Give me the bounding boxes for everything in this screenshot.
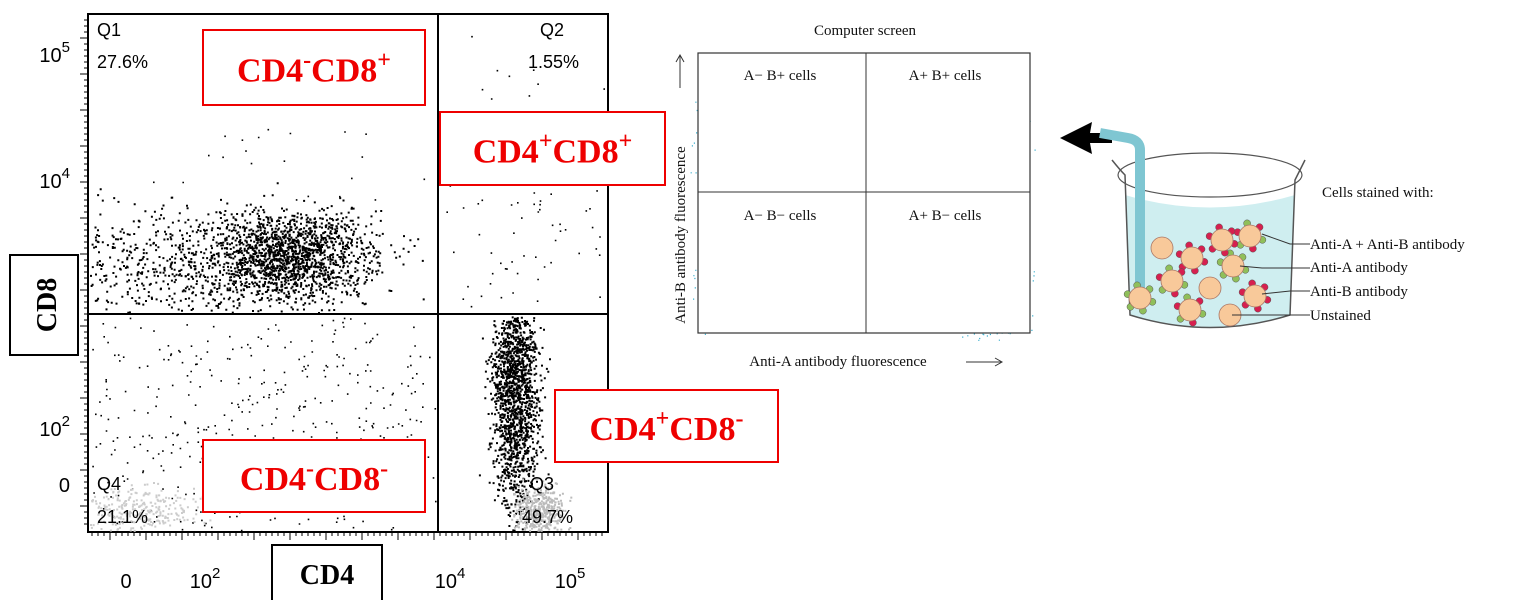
population-box bbox=[202, 29, 426, 106]
cell bbox=[1180, 246, 1204, 270]
tick-exp: 2 bbox=[62, 413, 70, 430]
population-box bbox=[202, 439, 426, 513]
quadrant-name: Q2 bbox=[540, 20, 564, 40]
superscript: - bbox=[735, 406, 743, 432]
label-part: CD4 bbox=[590, 411, 656, 448]
legend-label: Anti-A + Anti-B antibody bbox=[1310, 237, 1465, 253]
beaker-title: Cells stained with: bbox=[1322, 185, 1434, 201]
population-label: CD4+CD8- bbox=[590, 406, 744, 448]
cell bbox=[1178, 298, 1202, 322]
cell bbox=[1128, 286, 1152, 310]
tick-exp: 4 bbox=[62, 165, 70, 182]
superscript: + bbox=[619, 129, 633, 155]
tick-label: 105 bbox=[39, 39, 70, 67]
tick-exp: 2 bbox=[212, 565, 220, 582]
cell bbox=[1238, 224, 1262, 248]
population-box bbox=[439, 111, 666, 186]
leaders bbox=[1232, 233, 1310, 316]
tick-base: 10 bbox=[435, 571, 457, 593]
superscript: - bbox=[306, 456, 314, 482]
tick-base: 0 bbox=[120, 571, 131, 593]
label-part: CD8 bbox=[553, 134, 619, 171]
screen-y-label: Anti-B antibody fluorescence bbox=[673, 146, 689, 324]
label-part: CD8 bbox=[669, 411, 735, 448]
cells bbox=[1123, 219, 1272, 327]
screen-x-label: Anti-A antibody fluorescence bbox=[749, 354, 927, 370]
tick-base: 10 bbox=[190, 571, 212, 593]
superscript: - bbox=[303, 48, 311, 74]
tick-base: 10 bbox=[39, 45, 61, 67]
dot-cloud bbox=[153, 128, 426, 201]
superscript: + bbox=[656, 406, 670, 432]
dot-cloud bbox=[90, 182, 425, 314]
population-label: CD4+CD8+ bbox=[473, 129, 633, 171]
superscript: + bbox=[539, 129, 553, 155]
legend-label: Anti-A antibody bbox=[1310, 260, 1408, 276]
tick-base: 0 bbox=[59, 475, 70, 497]
dot-cloud bbox=[511, 477, 573, 532]
cell bbox=[1150, 236, 1174, 260]
tick-label: 0 bbox=[59, 475, 70, 497]
label-part: CD8 bbox=[314, 461, 380, 498]
dot-cloud bbox=[181, 197, 405, 314]
beaker-rim bbox=[1117, 152, 1303, 198]
cell bbox=[1160, 269, 1184, 293]
cell-label: A− B+ cells bbox=[744, 68, 817, 84]
superscript: - bbox=[380, 456, 388, 482]
y-label-box bbox=[9, 254, 79, 356]
quadrant-name: Q3 bbox=[530, 474, 554, 494]
label-part: CD4 bbox=[240, 461, 306, 498]
tick-exp: 5 bbox=[577, 565, 585, 582]
quadrant-percent: 1.55% bbox=[528, 52, 579, 72]
x-axis-label: CD4 bbox=[300, 560, 354, 591]
quadrant-percent: 49.7% bbox=[522, 507, 573, 527]
cell-label: A+ B+ cells bbox=[909, 68, 982, 84]
tick-base: 10 bbox=[555, 571, 577, 593]
cell bbox=[1198, 276, 1222, 300]
tick-label: 104 bbox=[435, 565, 466, 593]
cell-label: A+ B− cells bbox=[909, 208, 982, 224]
label-part: CD4 bbox=[473, 134, 539, 171]
population-box bbox=[554, 389, 779, 463]
population-label: CD4-CD8- bbox=[240, 456, 388, 498]
tick-exp: 4 bbox=[457, 565, 465, 582]
dot-cloud bbox=[90, 482, 212, 532]
dot-cloud bbox=[478, 316, 551, 532]
tick-label: 104 bbox=[39, 165, 70, 193]
cell-label: A− B− cells bbox=[744, 208, 817, 224]
tick-label: 0 bbox=[120, 571, 131, 593]
arrow bbox=[966, 357, 1004, 367]
quadrant-name: Q1 bbox=[97, 20, 121, 40]
y-axis-label: CD8 bbox=[32, 278, 63, 332]
quadrant-percent: 21.1% bbox=[97, 507, 148, 527]
tube bbox=[1099, 128, 1145, 300]
plot-frame bbox=[87, 13, 609, 533]
beaker-outline bbox=[1111, 159, 1306, 329]
cell bbox=[1243, 284, 1267, 308]
quadrant-name: Q4 bbox=[97, 474, 121, 494]
x-label-box bbox=[271, 544, 383, 604]
tick-base: 10 bbox=[39, 419, 61, 441]
arrow bbox=[675, 53, 685, 88]
cell bbox=[1210, 228, 1234, 252]
tick-exp: 5 bbox=[62, 39, 70, 56]
population-labels: CD4-CD8+CD4+CD8+CD4+CD8-CD4-CD8- bbox=[202, 29, 779, 513]
superscript: + bbox=[377, 48, 391, 74]
tick-label: 102 bbox=[39, 413, 70, 441]
label-part: CD4 bbox=[237, 53, 303, 90]
screen-frame bbox=[697, 52, 1031, 334]
tick-label: 102 bbox=[190, 565, 221, 593]
output-arrow bbox=[1060, 122, 1112, 154]
quadrant-percent: 27.6% bbox=[97, 52, 148, 72]
tick-base: 10 bbox=[39, 171, 61, 193]
liquid bbox=[1125, 195, 1295, 328]
legend-label: Unstained bbox=[1310, 308, 1371, 324]
legend-label: Anti-B antibody bbox=[1310, 284, 1408, 300]
population-label: CD4-CD8+ bbox=[237, 48, 391, 90]
screen-title: Computer screen bbox=[814, 23, 917, 39]
tick-label: 105 bbox=[555, 565, 586, 593]
label-part: CD8 bbox=[311, 53, 377, 90]
